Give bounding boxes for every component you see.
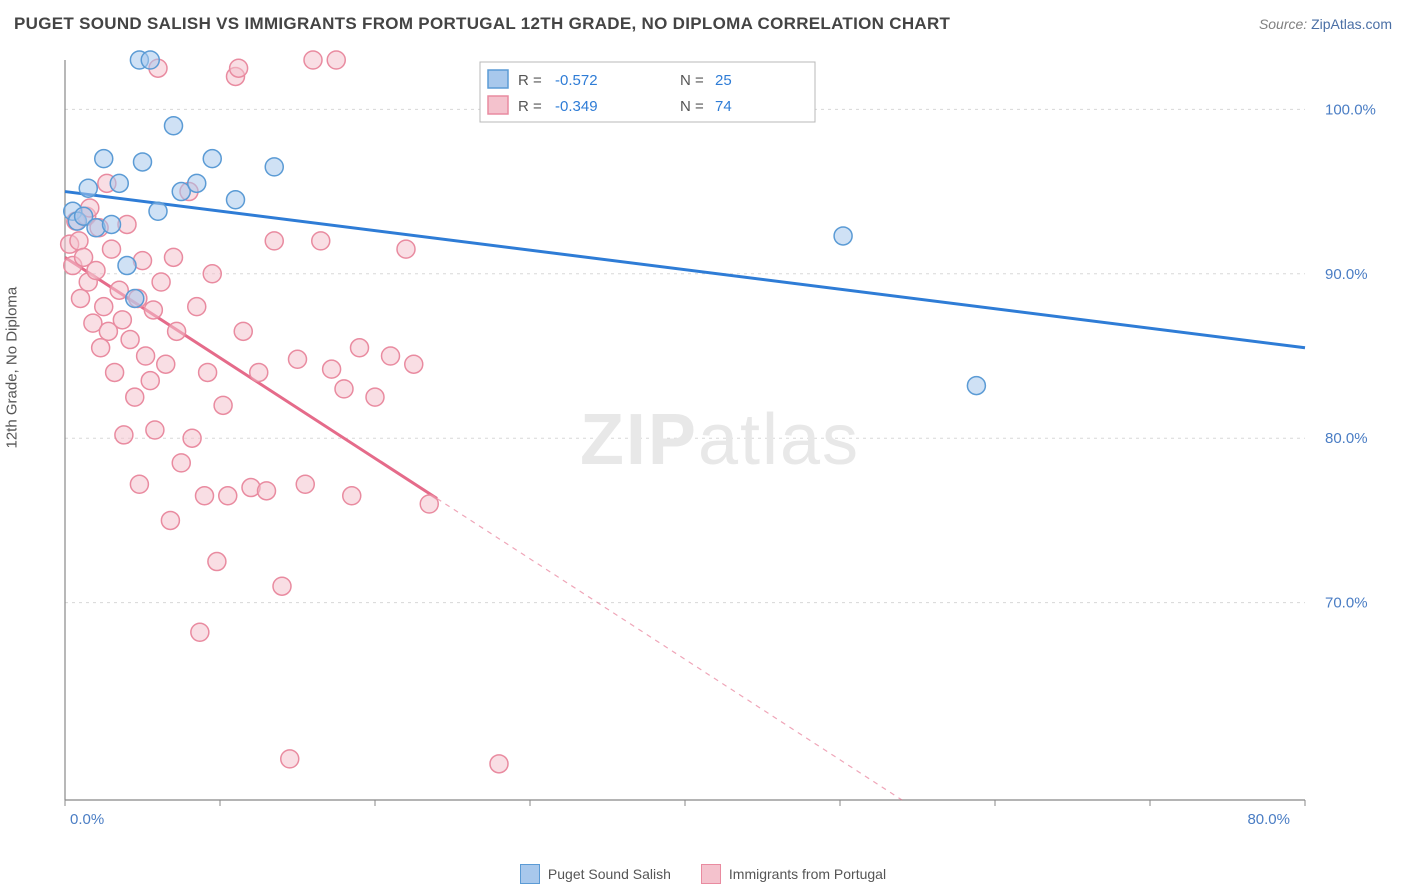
legend-swatch-pink — [701, 864, 721, 884]
svg-text:74: 74 — [715, 98, 732, 115]
svg-text:80.0%: 80.0% — [1247, 811, 1290, 828]
svg-text:70.0%: 70.0% — [1325, 595, 1368, 612]
bottom-legend: Puget Sound Salish Immigrants from Portu… — [0, 864, 1406, 884]
scatter-plot: 70.0% 80.0% 90.0% 100.0% 0.0% 80.0% R = -0.572… — [55, 50, 1385, 830]
svg-text:80.0%: 80.0% — [1325, 430, 1368, 447]
legend-item-series1: Puget Sound Salish — [520, 864, 671, 884]
legend-swatch-blue — [520, 864, 540, 884]
svg-text:-0.572: -0.572 — [555, 72, 598, 89]
legend-label-1: Puget Sound Salish — [548, 866, 671, 882]
source-prefix: Source: — [1259, 16, 1311, 32]
svg-text:R =: R = — [518, 98, 542, 115]
svg-text:0.0%: 0.0% — [70, 811, 104, 828]
svg-text:-0.349: -0.349 — [555, 98, 598, 115]
source-link[interactable]: ZipAtlas.com — [1311, 16, 1392, 32]
svg-text:N =: N = — [680, 98, 704, 115]
svg-text:90.0%: 90.0% — [1325, 266, 1368, 283]
svg-text:100.0%: 100.0% — [1325, 101, 1376, 118]
chart-area: 70.0% 80.0% 90.0% 100.0% 0.0% 80.0% R = -0.572… — [55, 50, 1385, 830]
legend-label-2: Immigrants from Portugal — [729, 866, 886, 882]
svg-text:N =: N = — [680, 72, 704, 89]
chart-title: PUGET SOUND SALISH VS IMMIGRANTS FROM PO… — [14, 14, 950, 34]
source-attr: Source: ZipAtlas.com — [1259, 16, 1392, 32]
svg-text:25: 25 — [715, 72, 732, 89]
y-axis-label: 12th Grade, No Diploma — [4, 287, 21, 449]
legend-item-series2: Immigrants from Portugal — [701, 864, 886, 884]
svg-text:R =: R = — [518, 72, 542, 89]
